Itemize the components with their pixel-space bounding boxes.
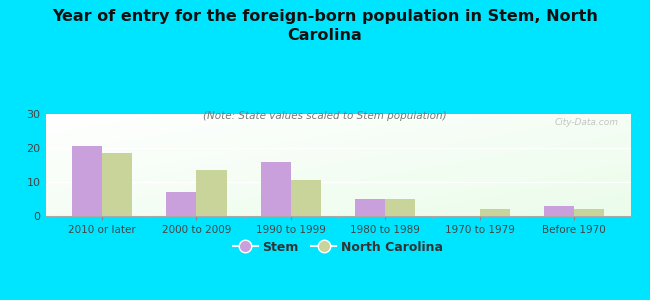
Bar (574, 209, 604, 216)
Text: City-Data.com: City-Data.com (555, 118, 619, 127)
Bar (102, 153, 133, 216)
Bar (291, 180, 321, 216)
Bar (196, 170, 227, 216)
Text: (Note: State values scaled to Stem population): (Note: State values scaled to Stem popul… (203, 111, 447, 121)
Bar (543, 206, 574, 216)
Text: Year of entry for the foreign-born population in Stem, North
Carolina: Year of entry for the foreign-born popul… (52, 9, 598, 43)
Bar (385, 199, 415, 216)
Legend: Stem, North Carolina: Stem, North Carolina (227, 236, 448, 259)
Bar (355, 199, 385, 216)
Bar (261, 162, 291, 216)
Bar (166, 192, 196, 216)
Bar (72, 146, 102, 216)
Bar (480, 209, 510, 216)
